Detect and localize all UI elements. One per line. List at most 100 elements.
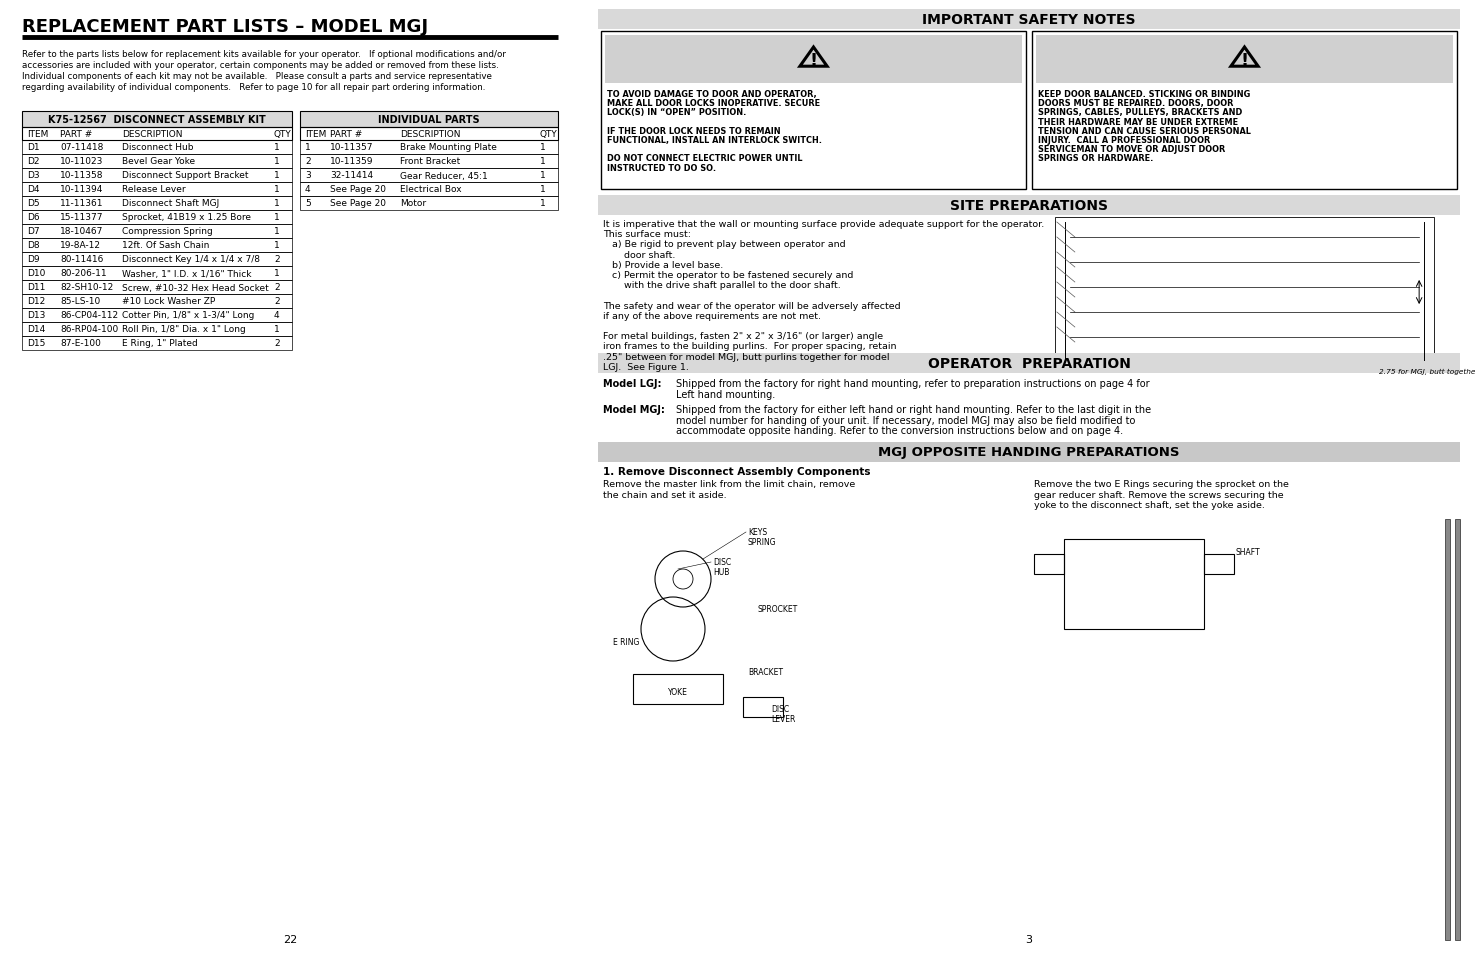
Bar (597, 10, 1460, 30)
Text: 2: 2 (274, 283, 280, 293)
Text: 11-11361: 11-11361 (60, 199, 103, 209)
Text: BRACKET: BRACKET (748, 667, 783, 677)
Bar (22, 169, 292, 183)
Text: iron frames to the building purlins.  For proper spacing, retain: iron frames to the building purlins. For… (603, 342, 897, 351)
Text: This surface must:: This surface must: (603, 230, 690, 239)
Bar (22, 128, 292, 141)
Bar (597, 354, 1460, 374)
Bar (743, 698, 783, 718)
Text: D7: D7 (27, 227, 40, 236)
Text: See Page 20: See Page 20 (330, 199, 386, 209)
Text: Front Bracket: Front Bracket (400, 157, 460, 167)
Text: 22: 22 (283, 934, 296, 944)
Text: Model MGJ:: Model MGJ: (603, 405, 665, 415)
Text: yoke to the disconnect shaft, set the yoke aside.: yoke to the disconnect shaft, set the yo… (1034, 501, 1266, 510)
Bar (633, 675, 723, 704)
Text: INDIVIDUAL PARTS: INDIVIDUAL PARTS (378, 115, 479, 125)
Text: 80-206-11: 80-206-11 (60, 269, 106, 278)
Text: IMPORTANT SAFETY NOTES: IMPORTANT SAFETY NOTES (922, 13, 1136, 27)
Text: if any of the above requirements are not met.: if any of the above requirements are not… (603, 312, 822, 320)
Text: QTY: QTY (540, 130, 558, 139)
Text: DOORS MUST BE REPAIRED. DOORS, DOOR: DOORS MUST BE REPAIRED. DOORS, DOOR (1038, 99, 1233, 108)
Text: Disconnect Hub: Disconnect Hub (122, 143, 193, 152)
Bar (1032, 32, 1457, 190)
Text: 82-SH10-12: 82-SH10-12 (60, 283, 114, 293)
Text: D6: D6 (27, 213, 40, 222)
Text: 1: 1 (540, 157, 546, 167)
Bar (299, 196, 558, 211)
Bar (22, 267, 292, 281)
Text: 10-11357: 10-11357 (330, 143, 373, 152)
Text: Disconnect Key 1/4 x 1/4 x 7/8: Disconnect Key 1/4 x 1/4 x 7/8 (122, 255, 260, 264)
Bar (22, 225, 292, 239)
Text: 86-CP04-112: 86-CP04-112 (60, 312, 118, 320)
Text: 3: 3 (305, 172, 311, 180)
Text: regarding availability of individual components.   Refer to page 10 for all repa: regarding availability of individual com… (22, 83, 485, 91)
Text: Motor: Motor (400, 199, 426, 209)
Text: FUNCTIONAL, INSTALL AN INTERLOCK SWITCH.: FUNCTIONAL, INSTALL AN INTERLOCK SWITCH. (608, 136, 822, 145)
Text: SPRING: SPRING (748, 537, 777, 546)
Bar (597, 195, 1460, 215)
Text: LGJ.  See Figure 1.: LGJ. See Figure 1. (603, 362, 689, 372)
Text: 1: 1 (274, 213, 280, 222)
Text: #10 Lock Washer ZP: #10 Lock Washer ZP (122, 297, 215, 306)
Text: 3: 3 (1025, 934, 1032, 944)
Bar (1035, 36, 1453, 84)
Text: D9: D9 (27, 255, 40, 264)
Text: Gear Reducer, 45:1: Gear Reducer, 45:1 (400, 172, 488, 180)
Text: 1: 1 (540, 143, 546, 152)
Text: Roll Pin, 1/8" Dia. x 1" Long: Roll Pin, 1/8" Dia. x 1" Long (122, 325, 246, 335)
Text: 1: 1 (274, 157, 280, 167)
Text: YOKE: YOKE (668, 687, 687, 697)
Bar (299, 112, 558, 128)
Text: Left hand mounting.: Left hand mounting. (676, 389, 776, 399)
Text: Remove the two E Rings securing the sprocket on the: Remove the two E Rings securing the spro… (1034, 480, 1289, 489)
Text: Bevel Gear Yoke: Bevel Gear Yoke (122, 157, 195, 167)
Bar (299, 169, 558, 183)
Text: 2.75 for MGJ, butt together for LGJ: 2.75 for MGJ, butt together for LGJ (1379, 369, 1475, 375)
Bar (1055, 218, 1434, 366)
Text: Shipped from the factory for either left hand or right hand mounting. Refer to t: Shipped from the factory for either left… (676, 405, 1150, 415)
Text: LOCK(S) IN “OPEN” POSITION.: LOCK(S) IN “OPEN” POSITION. (608, 109, 746, 117)
Text: Remove the master link from the limit chain, remove: Remove the master link from the limit ch… (603, 480, 856, 489)
Text: DISC: DISC (712, 558, 732, 566)
Text: 1: 1 (274, 199, 280, 209)
Text: Release Lever: Release Lever (122, 185, 186, 194)
Text: DISC: DISC (771, 704, 789, 713)
Bar (299, 141, 558, 154)
Text: D4: D4 (27, 185, 40, 194)
Text: K75-12567  DISCONNECT ASSEMBLY KIT: K75-12567 DISCONNECT ASSEMBLY KIT (49, 115, 266, 125)
Bar (597, 442, 1460, 462)
Bar (22, 323, 292, 336)
Text: Shipped from the factory for right hand mounting, refer to preparation instructi: Shipped from the factory for right hand … (676, 378, 1149, 389)
Text: LEVER: LEVER (771, 714, 795, 723)
Text: SHAFT: SHAFT (1236, 547, 1261, 557)
Text: accessories are included with your operator, certain components may be added or : accessories are included with your opera… (22, 61, 499, 70)
Text: Brake Mounting Plate: Brake Mounting Plate (400, 143, 497, 152)
Text: D14: D14 (27, 325, 46, 335)
Text: D2: D2 (27, 157, 40, 167)
Text: D12: D12 (27, 297, 46, 306)
Text: KEEP DOOR BALANCED. STICKING OR BINDING: KEEP DOOR BALANCED. STICKING OR BINDING (1038, 90, 1251, 99)
Text: model number for handing of your unit. If necessary, model MGJ may also be field: model number for handing of your unit. I… (676, 416, 1136, 425)
Text: TENSION AND CAN CAUSE SERIOUS PERSONAL: TENSION AND CAN CAUSE SERIOUS PERSONAL (1038, 127, 1251, 135)
Text: DESCRIPTION: DESCRIPTION (400, 130, 460, 139)
Text: 1: 1 (540, 172, 546, 180)
Text: D1: D1 (27, 143, 40, 152)
Bar (1446, 519, 1450, 940)
Text: 18-10467: 18-10467 (60, 227, 103, 236)
Text: 32-11414: 32-11414 (330, 172, 373, 180)
Text: SPROCKET: SPROCKET (758, 604, 798, 614)
Text: 2: 2 (305, 157, 311, 167)
Text: 15-11377: 15-11377 (60, 213, 103, 222)
Text: 1: 1 (540, 185, 546, 194)
Text: Screw, #10-32 Hex Head Socket: Screw, #10-32 Hex Head Socket (122, 283, 268, 293)
Bar (22, 239, 292, 253)
Text: IF THE DOOR LOCK NEEDS TO REMAIN: IF THE DOOR LOCK NEEDS TO REMAIN (608, 127, 780, 135)
Bar (605, 36, 1022, 84)
Text: SERVICEMAN TO MOVE OR ADJUST DOOR: SERVICEMAN TO MOVE OR ADJUST DOOR (1038, 145, 1226, 154)
Bar (22, 196, 292, 211)
Text: 19-8A-12: 19-8A-12 (60, 241, 100, 251)
Text: 87-E-100: 87-E-100 (60, 339, 100, 348)
Text: DESCRIPTION: DESCRIPTION (122, 130, 183, 139)
